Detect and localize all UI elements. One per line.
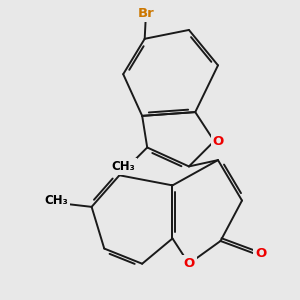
Text: O: O — [255, 247, 267, 260]
Text: Br: Br — [138, 7, 154, 20]
Text: CH₃: CH₃ — [44, 194, 68, 207]
Text: O: O — [213, 135, 224, 148]
Text: CH₃: CH₃ — [111, 160, 135, 173]
Text: O: O — [183, 257, 194, 270]
